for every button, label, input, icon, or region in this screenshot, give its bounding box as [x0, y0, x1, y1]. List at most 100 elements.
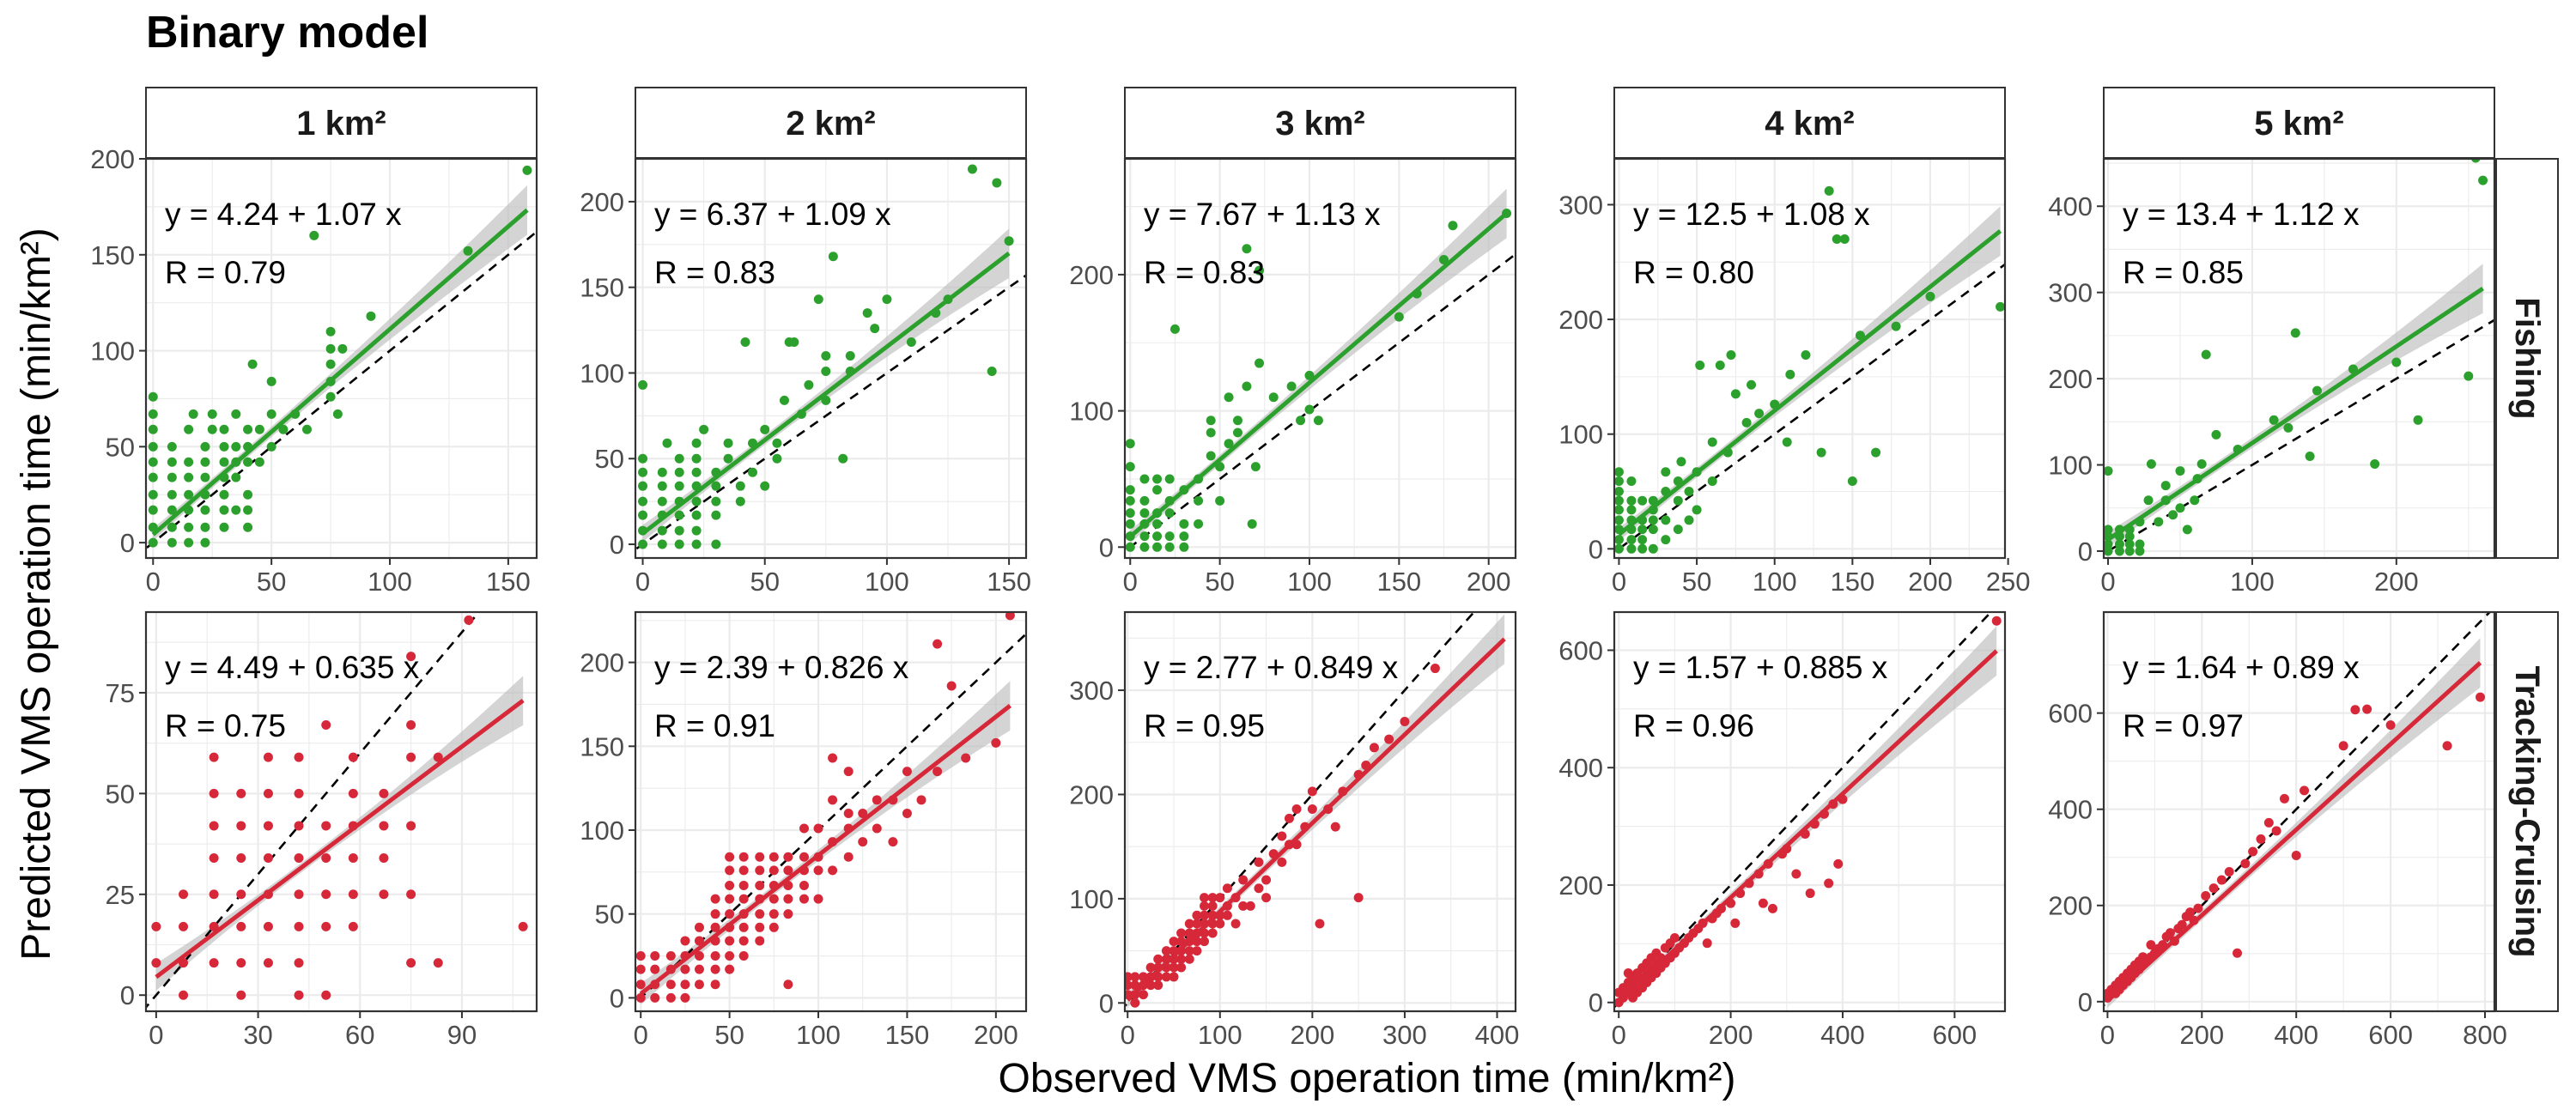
data-point — [738, 880, 749, 890]
data-point — [1839, 234, 1850, 245]
data-point — [694, 980, 704, 990]
data-point — [1247, 519, 1257, 529]
data-point — [379, 889, 389, 900]
data-point — [207, 409, 217, 419]
data-point — [231, 409, 241, 419]
data-point — [691, 438, 702, 448]
identity-line — [1614, 612, 1993, 1010]
data-point — [1315, 919, 1325, 929]
strip-box — [145, 87, 538, 159]
data-point — [1284, 813, 1294, 823]
x-tick-label: 600 — [2368, 1020, 2413, 1050]
x-tick-label: 30 — [243, 1020, 272, 1050]
data-point — [321, 853, 331, 864]
data-point — [1648, 525, 1658, 535]
data-point — [1238, 901, 1249, 911]
data-point — [348, 752, 358, 762]
plot-area — [1125, 612, 1506, 1008]
data-point — [1330, 822, 1340, 832]
data-point — [263, 921, 273, 931]
data-point — [1238, 875, 1249, 885]
data-point — [1661, 467, 1671, 477]
data-point — [325, 343, 336, 354]
data-point — [638, 539, 648, 549]
data-point — [243, 489, 253, 500]
data-point — [1206, 451, 1216, 461]
data-point — [987, 366, 997, 376]
data-point — [710, 951, 720, 961]
scatter-panel: 0 200 400 600 0 200 400 600 y = 1.57 + 0.885 x R … — [1558, 610, 2007, 1050]
panel-border — [1123, 157, 1517, 560]
data-point — [1224, 439, 1234, 449]
data-point — [710, 964, 720, 974]
data-point — [725, 964, 735, 974]
figure-title: Binary model — [146, 8, 429, 58]
data-point — [804, 379, 814, 390]
data-point — [2224, 867, 2234, 877]
data-point — [1400, 716, 1410, 726]
data-point — [638, 496, 648, 506]
data-point — [1230, 919, 1241, 929]
data-point — [1996, 301, 2005, 312]
data-point — [1139, 495, 1150, 506]
regression-line — [1126, 637, 1506, 1002]
correlation-label: R = 0.95 — [1144, 708, 1265, 743]
x-tick-label: 150 — [987, 567, 1031, 597]
data-point — [1200, 893, 1210, 903]
data-point — [691, 453, 702, 464]
data-point — [710, 980, 720, 990]
data-point — [674, 510, 684, 520]
data-point — [769, 909, 779, 919]
data-point — [657, 496, 667, 506]
x-tick-label: 0 — [1123, 567, 1138, 597]
data-point — [209, 889, 219, 900]
data-point — [325, 359, 336, 369]
data-point — [325, 391, 336, 402]
data-point — [1153, 954, 1163, 964]
data-point — [1200, 937, 1210, 947]
data-point — [1304, 404, 1315, 415]
regression-equation: y = 1.64 + 0.89 x — [2123, 650, 2360, 685]
data-point — [2175, 466, 2185, 476]
x-tick-label: 200 — [2374, 567, 2419, 597]
data-point — [1991, 616, 2002, 626]
data-point — [148, 441, 158, 452]
gridlines — [146, 159, 537, 558]
data-point — [243, 522, 253, 532]
data-point — [2154, 517, 2164, 527]
data-point — [2196, 459, 2207, 470]
regression-line — [2105, 661, 2482, 1003]
data-point — [1152, 519, 1163, 529]
data-point — [828, 753, 838, 763]
plot-area — [146, 612, 528, 1010]
x-tick-label: 50 — [257, 567, 286, 597]
data-point — [2104, 525, 2113, 535]
data-point — [2305, 451, 2315, 461]
data-point — [219, 505, 229, 515]
x-tick-label: 0 — [146, 567, 161, 597]
data-point — [1184, 954, 1194, 964]
data-point — [236, 821, 246, 831]
data-point — [650, 992, 660, 1003]
x-tick-label: 250 — [1986, 567, 2031, 597]
data-point — [2338, 741, 2348, 751]
data-point — [348, 788, 358, 798]
column-strip-label: 1 km² — [296, 105, 386, 143]
data-point — [148, 489, 158, 500]
data-point — [219, 457, 229, 467]
data-points — [1125, 208, 1512, 552]
x-tick-label: 150 — [885, 1020, 930, 1050]
data-point — [200, 537, 210, 548]
data-point — [843, 808, 854, 818]
y-tick-label: 25 — [106, 880, 135, 910]
data-point — [1767, 903, 1777, 913]
y-tick-label: 150 — [580, 731, 624, 761]
data-point — [2248, 846, 2258, 857]
data-point — [219, 489, 229, 500]
data-point — [665, 980, 676, 990]
data-point — [1130, 998, 1140, 1008]
y-tick-label: 75 — [106, 678, 135, 708]
data-point — [1194, 519, 1204, 529]
data-point — [1176, 928, 1187, 938]
x-tick-label: 100 — [1753, 567, 1797, 597]
